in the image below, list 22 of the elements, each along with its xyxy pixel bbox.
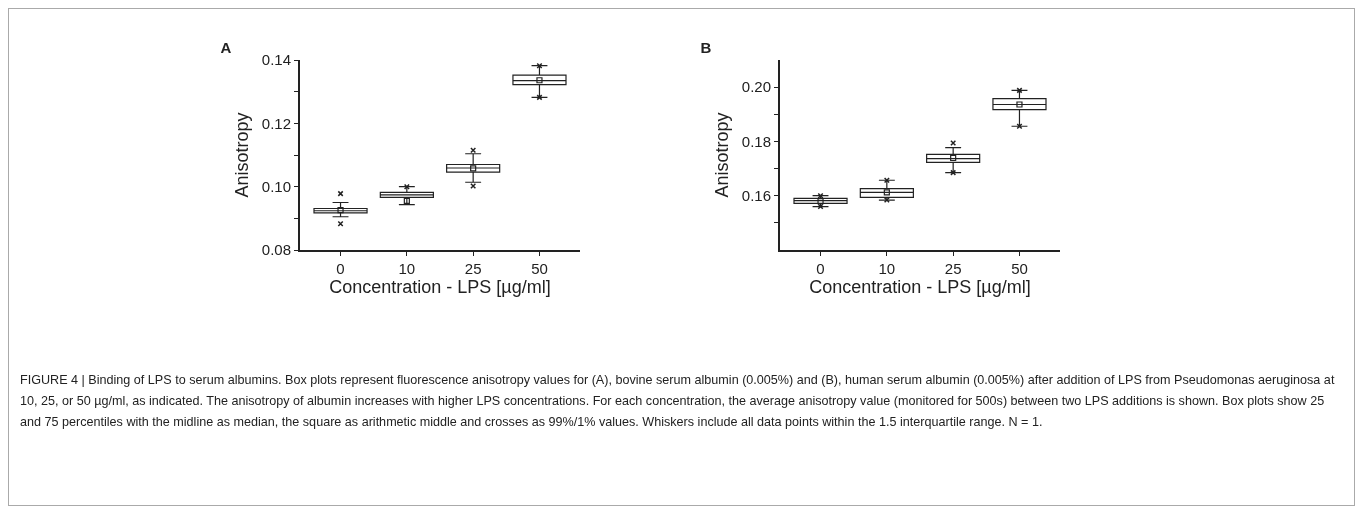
y-axis-title: Anisotropy	[712, 112, 733, 198]
x-tick-label: 10	[878, 260, 896, 277]
x-tick-label: 0	[336, 260, 345, 277]
y-tick-label: 0.10	[261, 177, 291, 195]
caption: FIGURE 4 | Binding of LPS to serum albumins. Box plots represent fluorescence anisotropy values for (A), bovine serum albumin (0.005%) and (B), human serum albumin (0.005%) after addition of LPS from Pseudomonas aeruginosa at 10, 25, or 50 µg/ml, as indicated. The anisotropy of albumin increases with higher LPS concentrations. For each concentration, the average anisotropy value (monitored for 500s) between two LPS additions is shown. Box plots show 25 and 75 percentiles with the midline as median, the square as arithmetic middle and crosses as 99%/1% values. Whiskers include all data points within the 1.5 interquartile range. N = 1.	[20, 372, 1336, 431]
y-tick-label: 0.08	[261, 241, 291, 259]
x-tick-label: 10	[398, 260, 416, 277]
x-tick-label: 25	[944, 260, 962, 277]
x-tick-label: 50	[1011, 260, 1028, 277]
y-tick-label: 0.14	[261, 51, 291, 69]
x-tick-label: 50	[531, 260, 548, 277]
y-axis-title: Anisotropy	[232, 112, 253, 198]
y-tick-label: 0.16	[741, 186, 771, 204]
x-tick-label: 25	[464, 260, 482, 277]
x-axis-title: Concentration - LPS [µg/ml]	[809, 277, 1031, 297]
chart-title: B	[700, 39, 712, 57]
x-axis-title: Concentration - LPS [µg/ml]	[329, 277, 551, 297]
y-tick-label: 0.20	[741, 78, 771, 96]
x-tick-label: 0	[816, 260, 825, 277]
y-tick-label: 0.18	[741, 132, 771, 150]
chart-title: A	[220, 39, 232, 57]
y-tick-label: 0.12	[261, 114, 291, 132]
